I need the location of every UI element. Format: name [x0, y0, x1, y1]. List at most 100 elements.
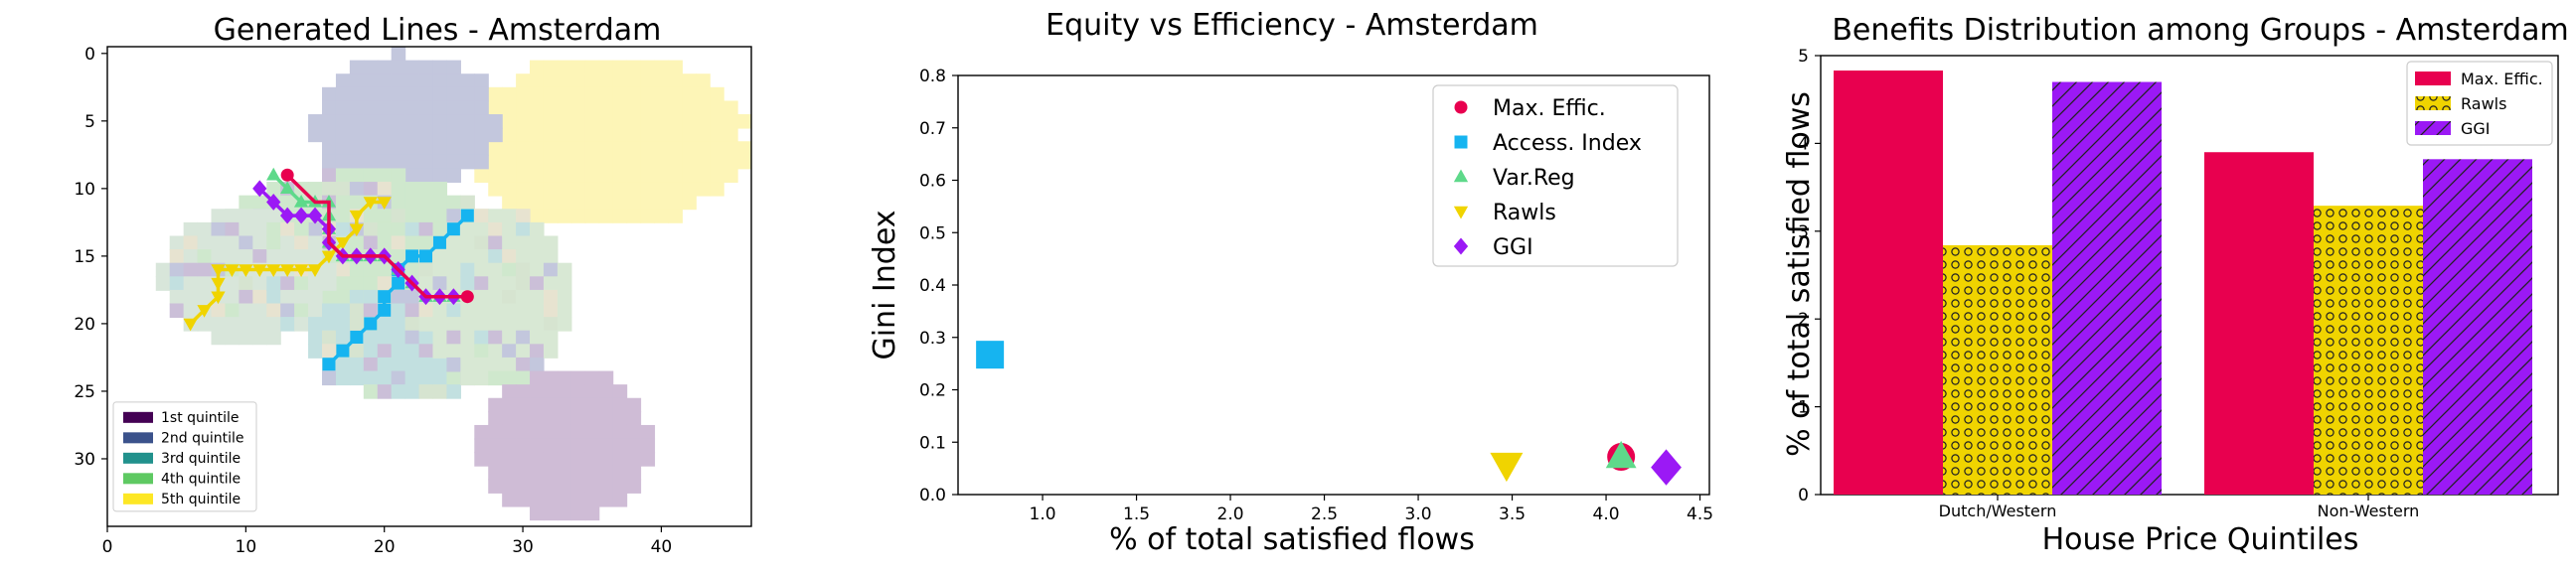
map-cell — [570, 384, 586, 399]
map-cell — [557, 424, 572, 440]
map-cell — [377, 221, 393, 237]
map-panel: Generated Lines - Amsterdam 0 10 20 30 40 0 5 1… — [0, 0, 775, 572]
map-cell — [584, 209, 600, 223]
map-cell — [404, 154, 420, 170]
map-line-marker — [252, 264, 267, 277]
map-cell — [543, 505, 559, 521]
map-cell — [488, 168, 503, 183]
map-cell — [197, 289, 213, 305]
map-cell — [557, 384, 572, 399]
map-cell — [266, 182, 281, 197]
map-cell — [654, 100, 669, 115]
map-cell — [516, 411, 531, 426]
map-cell — [530, 276, 545, 291]
map-region — [155, 209, 337, 346]
map-cell — [502, 438, 517, 454]
map-cell — [640, 209, 656, 223]
map-cell — [432, 114, 448, 129]
map-cell — [502, 209, 517, 223]
map-cell — [668, 86, 683, 102]
map-cell — [502, 235, 517, 251]
map-cell — [710, 168, 724, 183]
map-line-marker — [211, 277, 226, 291]
map-cell — [530, 73, 545, 88]
map-cell — [598, 182, 614, 197]
map-cell — [516, 154, 531, 170]
map-cell — [335, 154, 351, 170]
map-cell — [280, 235, 295, 251]
map-cell — [446, 276, 461, 291]
map-cell — [584, 438, 600, 454]
map-cell — [266, 289, 281, 305]
map-cell — [474, 317, 489, 332]
map-cell — [530, 465, 545, 481]
map-cell — [584, 384, 600, 399]
map-cell — [377, 209, 393, 223]
map-cell — [530, 154, 545, 170]
map-cell — [349, 303, 365, 319]
map-cell — [654, 114, 669, 129]
map-cell — [239, 221, 253, 237]
map-cell — [668, 114, 683, 129]
map-cell — [391, 209, 406, 223]
map-cell — [294, 221, 309, 237]
map-cell — [543, 330, 559, 346]
map-cell — [488, 141, 503, 156]
map-cell — [584, 100, 600, 115]
map-cell — [294, 303, 309, 319]
map-cell — [474, 330, 489, 346]
map-cell — [612, 492, 628, 507]
map-line-marker — [335, 237, 351, 250]
scatter-legend-label: GGI — [1493, 235, 1533, 260]
map-cell — [363, 168, 379, 183]
map-cell — [432, 73, 448, 88]
map-cell — [530, 317, 545, 332]
map-cell — [432, 182, 448, 197]
map-cell — [570, 370, 586, 386]
bar-legend-swatch — [2415, 96, 2451, 110]
bar-legend-swatch — [2415, 72, 2451, 85]
scatter-legend-marker — [1454, 100, 1468, 114]
scatter-axes: 1.0 1.5 2.0 2.5 3.0 3.5 4.0 4.5 0.0 0.1 0.2 0.3 0.4 0… — [919, 67, 1713, 524]
map-cell — [626, 60, 642, 75]
map-cell — [543, 344, 559, 359]
map-cell — [557, 276, 572, 291]
map-cell — [516, 452, 531, 467]
map-cell — [626, 397, 642, 413]
map-cell — [335, 221, 351, 237]
map-cell — [197, 317, 213, 332]
bar-ytick-label: 3 — [1798, 222, 1809, 242]
map-cell — [584, 424, 600, 440]
map-cell — [488, 465, 503, 481]
map-cell — [737, 154, 752, 170]
map-cell — [530, 411, 545, 426]
map-cell — [612, 168, 628, 183]
map-cell — [612, 73, 628, 88]
map-cell — [557, 262, 572, 278]
map-cell — [626, 465, 642, 481]
map-cell — [488, 182, 503, 197]
map-cell — [612, 479, 628, 494]
map-cell — [446, 195, 461, 211]
map-cell — [612, 384, 628, 399]
map-cell — [668, 209, 683, 223]
map-cell — [584, 479, 600, 494]
map-cell — [377, 154, 393, 170]
map-cell — [516, 168, 531, 183]
bar-ytick-label: 2 — [1798, 310, 1809, 330]
map-cell — [239, 235, 253, 251]
map-line-marker — [252, 180, 267, 198]
map-cell — [252, 330, 267, 346]
map-cell — [502, 168, 517, 183]
scatter-title: Equity vs Efficiency - Amsterdam — [1046, 8, 1538, 43]
map-cell — [169, 235, 185, 251]
map-cell — [530, 397, 545, 413]
map-cell — [612, 195, 628, 211]
map-cell — [516, 100, 531, 115]
map-ytick-label: 30 — [74, 450, 95, 470]
map-cell — [460, 303, 475, 319]
map-cell — [432, 209, 448, 223]
map-cell — [308, 344, 323, 359]
map-cell — [530, 370, 545, 386]
map-cell — [294, 235, 309, 251]
